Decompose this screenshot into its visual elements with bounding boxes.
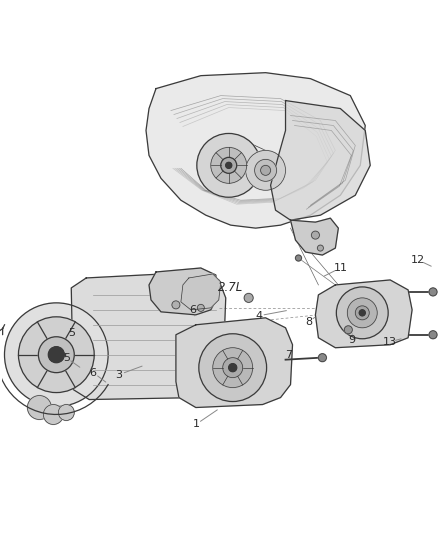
Circle shape — [222, 358, 242, 377]
Circle shape — [245, 150, 285, 190]
Circle shape — [197, 304, 204, 311]
Circle shape — [244, 293, 253, 302]
Circle shape — [358, 310, 364, 316]
Text: 13: 13 — [382, 337, 396, 347]
Text: 6: 6 — [89, 368, 96, 378]
Circle shape — [58, 405, 74, 421]
Circle shape — [354, 306, 368, 320]
Circle shape — [212, 348, 252, 387]
Polygon shape — [270, 101, 369, 220]
Circle shape — [225, 163, 231, 168]
Circle shape — [346, 298, 376, 328]
Circle shape — [354, 306, 368, 320]
Text: 8: 8 — [304, 317, 311, 327]
Circle shape — [358, 310, 364, 316]
Circle shape — [27, 395, 51, 419]
Text: 9: 9 — [348, 335, 355, 345]
Circle shape — [317, 245, 323, 251]
Text: 7: 7 — [284, 350, 291, 360]
Polygon shape — [148, 268, 218, 315]
Circle shape — [198, 334, 266, 401]
Circle shape — [38, 337, 74, 373]
Text: 5: 5 — [67, 328, 74, 338]
Circle shape — [48, 347, 64, 362]
Circle shape — [225, 163, 231, 168]
Circle shape — [428, 331, 436, 339]
Circle shape — [311, 231, 319, 239]
Circle shape — [295, 255, 301, 261]
Circle shape — [210, 148, 246, 183]
Circle shape — [343, 326, 352, 334]
Circle shape — [196, 133, 260, 197]
Circle shape — [196, 133, 260, 197]
Circle shape — [228, 364, 236, 372]
Polygon shape — [290, 218, 338, 255]
Circle shape — [220, 157, 236, 173]
Circle shape — [228, 364, 236, 372]
Circle shape — [343, 326, 352, 334]
Circle shape — [43, 405, 63, 424]
Circle shape — [336, 287, 387, 339]
Circle shape — [428, 331, 436, 339]
Circle shape — [4, 303, 108, 407]
Text: 4: 4 — [254, 311, 261, 321]
Circle shape — [220, 157, 236, 173]
Circle shape — [260, 165, 270, 175]
Circle shape — [38, 337, 74, 373]
Text: 6: 6 — [189, 305, 196, 315]
Circle shape — [27, 395, 51, 419]
Text: 3: 3 — [115, 369, 122, 379]
Circle shape — [295, 255, 301, 261]
Polygon shape — [180, 274, 220, 310]
Circle shape — [254, 159, 276, 181]
Circle shape — [210, 148, 246, 183]
Circle shape — [317, 245, 323, 251]
Circle shape — [318, 354, 325, 362]
Circle shape — [336, 287, 387, 339]
Polygon shape — [146, 72, 364, 228]
Text: 2.7L: 2.7L — [218, 281, 243, 294]
Circle shape — [58, 405, 74, 421]
Circle shape — [172, 301, 180, 309]
Circle shape — [428, 288, 436, 296]
Text: 5: 5 — [63, 353, 70, 362]
Circle shape — [198, 334, 266, 401]
Circle shape — [254, 159, 276, 181]
Circle shape — [18, 317, 94, 393]
Circle shape — [346, 298, 376, 328]
Text: 1: 1 — [192, 419, 199, 430]
Polygon shape — [71, 272, 225, 400]
Circle shape — [244, 293, 253, 302]
Text: 12: 12 — [410, 255, 424, 265]
Circle shape — [311, 231, 319, 239]
Circle shape — [48, 347, 64, 362]
Text: 11: 11 — [332, 263, 346, 273]
Circle shape — [318, 354, 325, 362]
Polygon shape — [176, 318, 292, 408]
Circle shape — [18, 317, 94, 393]
Circle shape — [197, 304, 204, 311]
Circle shape — [4, 303, 108, 407]
Circle shape — [260, 165, 270, 175]
Circle shape — [222, 358, 242, 377]
Circle shape — [428, 288, 436, 296]
Circle shape — [245, 150, 285, 190]
Circle shape — [43, 405, 63, 424]
Polygon shape — [315, 280, 411, 348]
Circle shape — [172, 301, 180, 309]
Circle shape — [212, 348, 252, 387]
